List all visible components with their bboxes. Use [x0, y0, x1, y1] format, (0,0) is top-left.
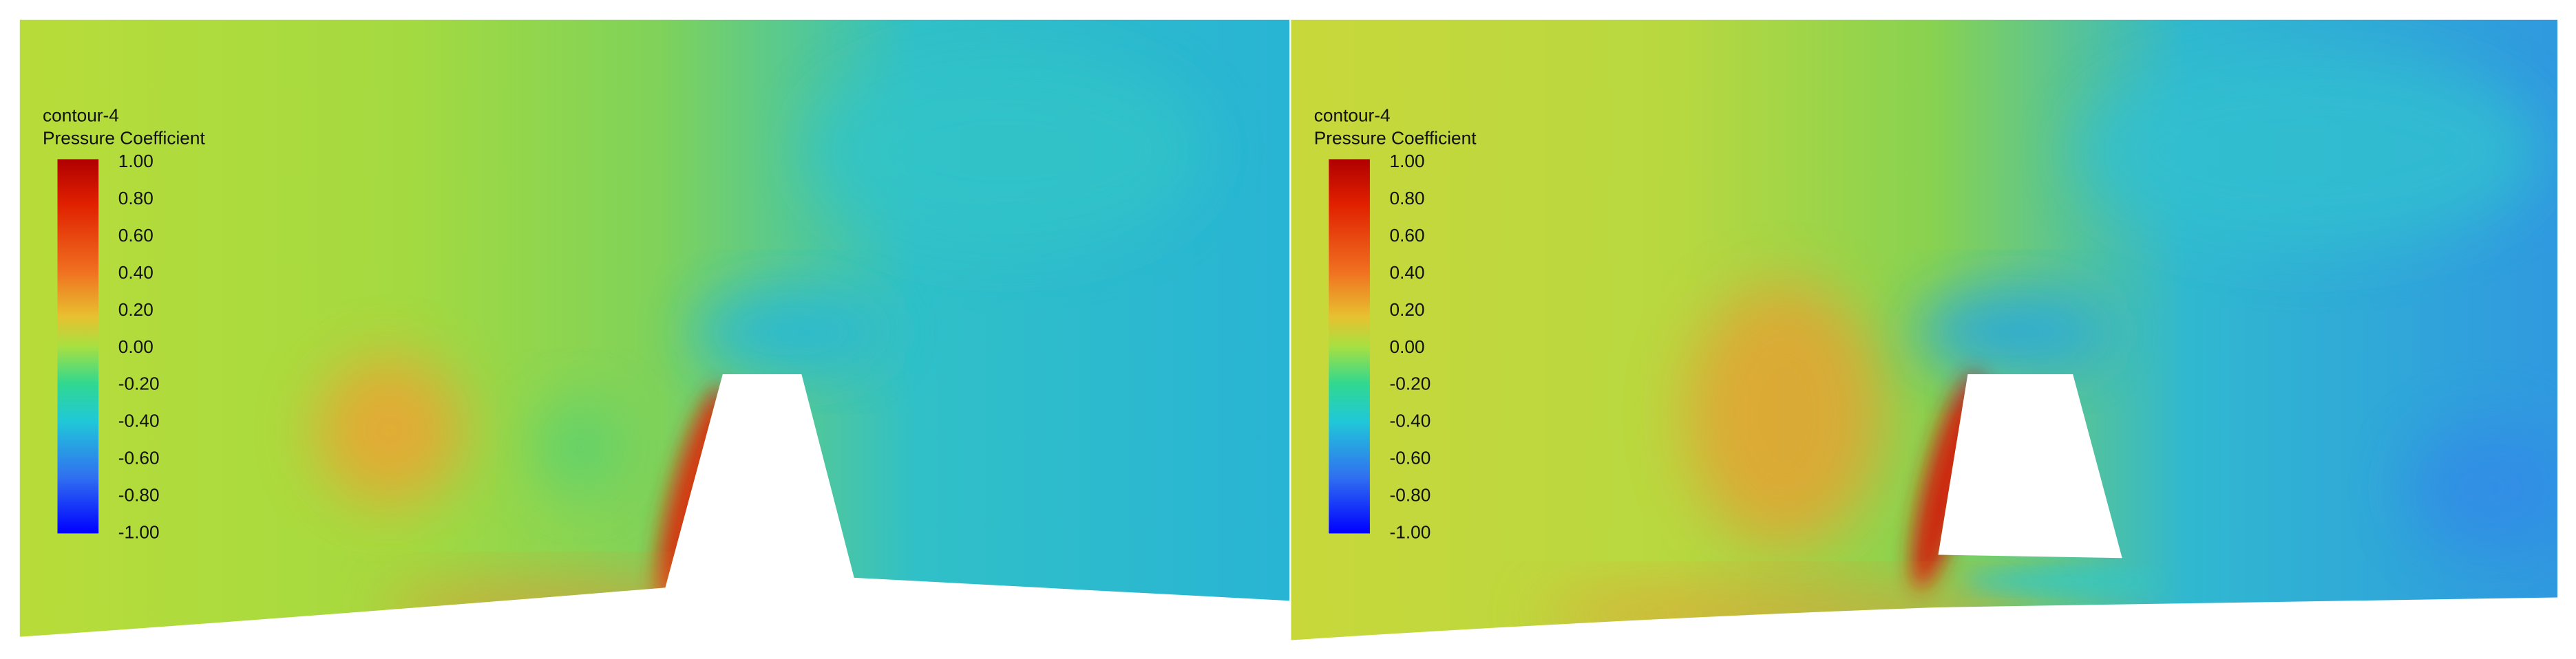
field-region [1685, 282, 1883, 545]
colorbar-tick-label: 0.80 [118, 188, 154, 208]
colorbar-tick-label: 1.00 [118, 151, 154, 171]
field-region [693, 290, 891, 373]
legend-name: contour-4 [1314, 105, 1391, 125]
pressure-field [19, 19, 1290, 637]
colorbar-tick-label: 0.40 [118, 262, 154, 283]
field-region [1537, 587, 2031, 640]
field-region [537, 397, 620, 496]
colorbar-tick-label: 0.60 [1390, 225, 1425, 246]
colorbar-tick-label: -0.40 [1390, 411, 1431, 431]
colorbar-tick-label: -0.80 [118, 484, 160, 505]
pressure-field [1291, 19, 2558, 640]
legend-name: contour-4 [43, 105, 119, 125]
colorbar-tick-label: -0.40 [118, 411, 160, 431]
colorbar-tick-label: 0.00 [118, 336, 154, 357]
colorbar [1329, 159, 1370, 534]
field-region [807, 52, 1203, 250]
colorbar-tick-label: -0.80 [1390, 484, 1431, 505]
colorbar-tick-label: -0.60 [118, 448, 160, 468]
colorbar-tick-label: 0.40 [1390, 262, 1425, 283]
colorbar-tick-label: 0.20 [1390, 299, 1425, 320]
field-region [381, 581, 776, 637]
colorbar-tick-label: 0.60 [118, 225, 154, 246]
field-region [2079, 52, 2540, 250]
colorbar [57, 159, 99, 534]
field-region [315, 356, 463, 504]
legend-title: Pressure Coefficient [1314, 128, 1477, 149]
field-region [2407, 422, 2558, 554]
colorbar-tick-label: 0.20 [118, 299, 154, 320]
colorbar-tick-label: -1.00 [1390, 521, 1431, 542]
field-region [1964, 572, 2162, 590]
colorbar-tick-label: -1.00 [118, 521, 160, 542]
colorbar-tick-label: 1.00 [1390, 151, 1425, 171]
field-region [1915, 290, 2113, 373]
colorbar-tick-label: 0.00 [1390, 336, 1425, 357]
colorbar-tick-label: -0.20 [1390, 374, 1431, 394]
colorbar-tick-label: 0.80 [1390, 188, 1425, 208]
colorbar-tick-label: -0.20 [118, 374, 160, 394]
colorbar-tick-label: -0.60 [1390, 448, 1431, 468]
legend-title: Pressure Coefficient [43, 128, 205, 149]
